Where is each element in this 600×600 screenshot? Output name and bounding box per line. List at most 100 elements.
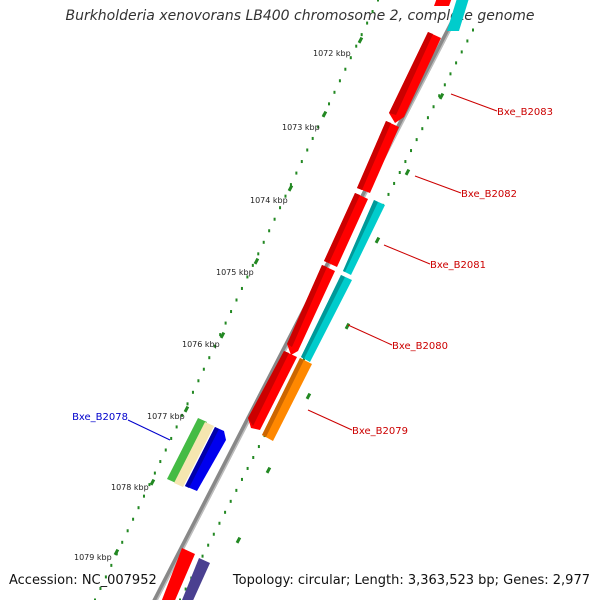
gene-red-bottom-partial[interactable] — [160, 548, 195, 600]
guide-dot — [207, 543, 210, 547]
guide-dot — [191, 390, 194, 394]
guide-dot — [224, 510, 227, 514]
gene-label-bxe-b2080[interactable]: Bxe_B2080 — [392, 341, 448, 352]
tick-label: 1076 kbp — [182, 340, 220, 349]
guide-dot — [159, 460, 162, 464]
tick-label: 1073 kbp — [282, 123, 320, 132]
tick-mark — [287, 184, 294, 192]
gene-features — [160, 0, 470, 600]
guide-dot — [251, 263, 254, 267]
tick-label: 1075 kbp — [216, 268, 254, 277]
tick-label: 1074 kbp — [250, 196, 288, 205]
guide-dot — [455, 61, 458, 65]
guide-dot — [355, 44, 358, 48]
gene-bxe-b2079-shade — [262, 358, 304, 437]
gene-blue-shade — [185, 427, 219, 488]
gene-bxe-b2081-shade — [343, 200, 378, 272]
guide-dot — [311, 136, 314, 140]
guide-dot — [257, 252, 260, 256]
map-title: Burkholderia xenovorans LB400 chromosome… — [65, 8, 535, 24]
guide-dot — [208, 356, 211, 360]
guide-dot — [110, 563, 113, 567]
tick-mark — [321, 110, 328, 118]
gene-red-1076-shade — [248, 351, 289, 426]
outer-tick-mark — [265, 466, 272, 474]
callout-line — [347, 324, 393, 346]
callout-line — [450, 93, 498, 112]
gene-bxe-b2081[interactable] — [343, 200, 385, 275]
guide-dot — [438, 94, 441, 98]
tick-label: 1078 kbp — [111, 483, 149, 492]
guide-dot — [121, 540, 124, 544]
callout-line — [307, 409, 353, 431]
guide-dot — [186, 402, 189, 406]
gene-bxe-b2082-shade — [357, 121, 391, 190]
outer-tick-mark — [438, 92, 445, 100]
tick-mark — [219, 331, 226, 339]
guide-dot — [377, 0, 379, 2]
tick-marks: 1072 kbp 1073 kbp 1074 kbp 1075 kbp 1076 kbp… — [74, 36, 445, 562]
gene-label-bxe-b2082[interactable]: Bxe_B2082 — [461, 189, 517, 200]
guide-dot — [224, 321, 227, 325]
callout-line — [127, 419, 171, 441]
guide-dot — [426, 116, 429, 120]
guide-dot — [184, 587, 187, 591]
guide-dot — [466, 39, 469, 43]
gene-bxe-b2078-cream[interactable] — [174, 422, 214, 487]
guide-dot — [240, 477, 243, 481]
gene-cyan-top-partial[interactable] — [447, 0, 470, 31]
guide-dot — [262, 240, 265, 244]
gene-bxe-b2080-shade — [301, 275, 345, 359]
outer-tick-mark — [374, 236, 381, 244]
tick-label: 1077 kbp — [147, 412, 185, 421]
gene-label-bxe-b2083[interactable]: Bxe_B2083 — [497, 107, 553, 118]
tick-label: 1079 kbp — [74, 553, 112, 562]
guide-dot — [338, 79, 341, 83]
gene-bxe-b2078-green[interactable] — [167, 418, 207, 483]
guide-dot — [279, 206, 282, 210]
guide-dot — [432, 105, 435, 109]
gene-bxe-b2079[interactable] — [262, 358, 312, 441]
outer-tick-mark — [404, 168, 411, 176]
tick-mark — [149, 478, 156, 486]
guide-dot — [175, 425, 178, 429]
guide-dot — [181, 413, 184, 417]
gene-purple-bottom-partial[interactable] — [180, 558, 210, 600]
guide-dot — [317, 125, 320, 129]
tick-mark — [253, 257, 260, 265]
guide-dot — [235, 488, 238, 492]
guide-dot — [443, 83, 446, 87]
guide-dot — [164, 448, 167, 452]
gene-label-bxe-b2081[interactable]: Bxe_B2081 — [430, 260, 486, 271]
guide-dot — [153, 471, 156, 475]
guide-dot — [94, 598, 96, 600]
guide-dot — [289, 183, 292, 187]
guide-dot — [126, 529, 129, 533]
accession-text: Accession: NC_007952 — [9, 573, 157, 588]
guide-dot — [300, 160, 303, 164]
guide-dot — [179, 598, 181, 600]
gene-red-1074-shade — [324, 193, 360, 263]
gene-red-top-partial[interactable] — [434, 0, 453, 6]
gene-label-bxe-b2079[interactable]: Bxe_B2079 — [352, 426, 408, 437]
gene-red-1075[interactable] — [287, 265, 335, 355]
guide-dot — [421, 127, 424, 131]
guide-dot — [132, 517, 135, 521]
guide-dot — [230, 310, 233, 314]
outer-tick-mark — [235, 536, 242, 544]
guide-dot — [472, 28, 474, 32]
outer-tick-mark — [305, 392, 312, 400]
gene-bxe-b2080[interactable] — [301, 275, 352, 362]
guide-dot — [284, 194, 287, 198]
guide-dot — [404, 160, 407, 164]
gene-label-bxe-b2078[interactable]: Bxe_B2078 — [72, 412, 128, 423]
guide-dot — [99, 586, 102, 590]
outer-tick-mark — [344, 322, 351, 330]
guide-dot — [170, 436, 173, 440]
guide-dot — [252, 456, 255, 459]
guide-dot — [273, 217, 276, 221]
guide-dot — [142, 494, 145, 498]
guide-dot — [398, 171, 401, 174]
gene-red-1075-shade — [287, 265, 327, 347]
guide-dot — [235, 298, 238, 302]
